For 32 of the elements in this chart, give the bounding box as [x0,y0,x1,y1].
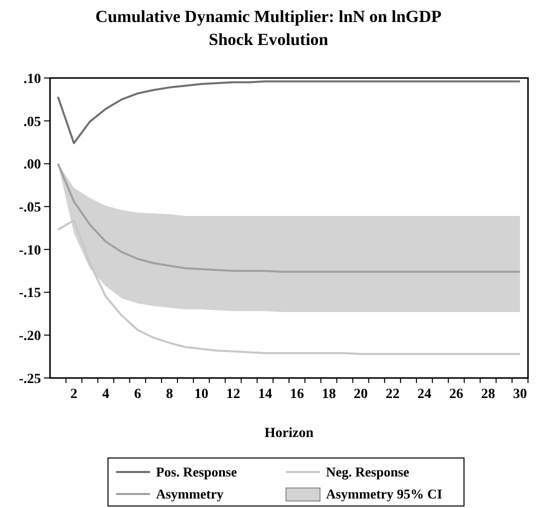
y-tick-label: -.20 [18,329,41,344]
line-series [56,162,522,273]
y-tick-label: .05 [24,114,41,130]
chart-subtitle: Shock Evolution [208,30,329,49]
y-tick-label: -.05 [18,200,41,216]
y-tick-label: .10 [24,72,41,87]
x-tick-label: 6 [134,387,142,402]
x-tick-label: 26 [449,387,464,402]
x-tick-label: 14 [258,387,272,402]
x-tick-label: 20 [354,387,368,402]
x-tick-label: 16 [290,387,304,402]
y-tick-label: .00 [24,158,41,173]
y-tick-label: -.10 [18,243,41,258]
x-tick-label: 12 [226,387,240,402]
x-tick-label: 24 [417,387,432,402]
line-series [56,80,522,144]
legend-label: Neg. Response [326,464,410,480]
x-axis-title: Horizon [264,426,314,441]
x-tick-label: 10 [194,387,208,402]
text: Asymmetry 95% CI [326,486,442,502]
chart-title: Cumulative Dynamic Multiplier: lnN on lnGDP [95,7,442,26]
y-tick-label: -.25 [18,372,41,387]
y-tick-label: -.15 [18,286,41,302]
x-tick-label: 22 [386,387,400,402]
legend-label: Pos. Response [156,464,238,480]
x-tick-label: 18 [322,387,336,402]
legend-label: Asymmetry [156,486,224,502]
x-tick-label: 28 [481,387,496,402]
x-tick-label: 30 [513,387,528,402]
x-tick-label: 4 [102,387,110,402]
x-tick-label: 8 [166,387,173,402]
x-tick-label: 2 [70,387,78,402]
